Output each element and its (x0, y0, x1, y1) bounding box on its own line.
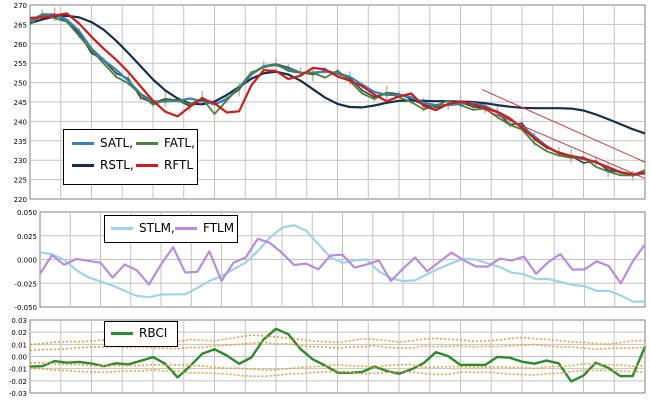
legend-item-rftl: RFTL (136, 158, 193, 172)
legend-swatch-rftl (136, 163, 158, 167)
y-tick-label: 245 (14, 99, 27, 107)
series-line-rftl (29, 12, 646, 176)
y-tick-label: 235 (14, 138, 27, 146)
y-tick-label: 220 (14, 196, 27, 204)
legend-item-rbci: RBCI (111, 326, 167, 340)
series-line-band1 (29, 334, 646, 346)
legend-item-stlm: STLM, (111, 221, 175, 235)
y-tick-label: 0.00 (11, 354, 27, 362)
trend-channel-lower (481, 108, 646, 179)
legend-label-fatl: FATL, (164, 136, 195, 150)
y-tick-label: -0.01 (9, 366, 27, 374)
legend-swatch-stlm (111, 226, 133, 230)
legend-label-rbci: RBCI (139, 326, 168, 340)
y-tick-label: 0.050 (17, 209, 37, 217)
y-tick-label: 265 (14, 21, 27, 29)
series-line-fatl (29, 13, 646, 177)
series-line-ftlm (39, 237, 646, 286)
legend-item-rstl: RSTL, (72, 158, 134, 172)
legend-swatch-fatl (136, 141, 158, 145)
y-tick-label: 0.000 (17, 257, 37, 265)
legend-item-ftlm: FTLM (175, 221, 234, 235)
rbci-legend: RBCI (104, 321, 178, 347)
y-tick-label: 260 (14, 41, 27, 49)
price-legend: SATL, FATL, RSTL, RFTL (63, 129, 198, 185)
y-tick-label: 0.03 (11, 317, 27, 325)
legend-label-rftl: RFTL (164, 158, 194, 172)
oscillator-legend: STLM, FTLM (104, 215, 238, 243)
legend-swatch-rbci (111, 331, 133, 335)
legend-label-satl: SATL, (100, 136, 133, 150)
legend-swatch-ftlm (175, 226, 197, 230)
y-tick-label: 240 (14, 118, 27, 126)
legend-label-rstl: RSTL, (100, 158, 134, 172)
legend-swatch-rstl (72, 163, 94, 167)
y-tick-label: -0.025 (14, 280, 37, 288)
y-tick-label: 0.01 (11, 341, 27, 349)
y-tick-label: 230 (14, 157, 27, 165)
y-tick-label: 270 (14, 2, 27, 10)
y-tick-label: 0.02 (11, 329, 27, 337)
y-tick-label: -0.02 (9, 378, 27, 386)
y-tick-label: 250 (14, 80, 27, 88)
legend-label-ftlm: FTLM (203, 221, 235, 235)
y-tick-label: 225 (14, 177, 27, 185)
legend-item-fatl: FATL, (136, 136, 195, 150)
y-tick-label: -0.050 (14, 304, 37, 312)
y-tick-label: -0.03 (9, 390, 27, 398)
legend-label-stlm: STLM, (139, 221, 175, 235)
series-line-band2 (29, 341, 646, 352)
legend-swatch-satl (72, 141, 94, 145)
y-tick-label: 0.025 (17, 233, 37, 241)
series-line-band3 (29, 362, 646, 371)
legend-item-satl: SATL, (72, 136, 133, 150)
trend-channel-upper (481, 89, 646, 163)
series-line-rstl (29, 14, 646, 135)
y-tick-label: 255 (14, 60, 27, 68)
series-line-rbci (29, 327, 647, 383)
series-line-stlm (39, 224, 646, 303)
series-line-band4 (29, 367, 646, 378)
